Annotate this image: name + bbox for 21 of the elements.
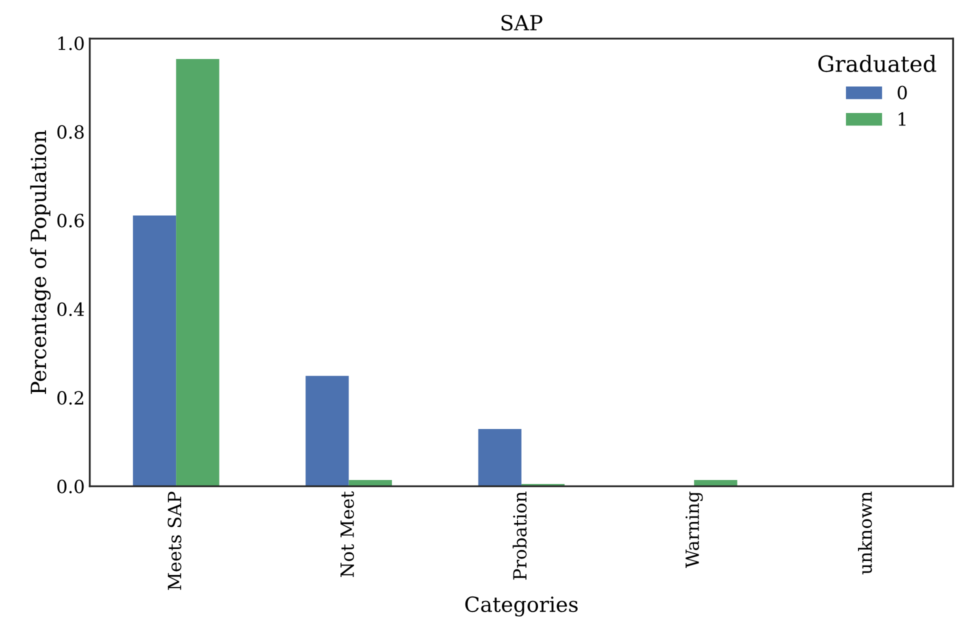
legend-title: Graduated	[818, 54, 936, 72]
bar	[306, 376, 349, 486]
x-tick-label: Meets SAP	[168, 492, 182, 590]
legend-label: 1	[898, 112, 906, 126]
y-axis-title: Percentage of Population	[30, 130, 51, 394]
bar	[176, 59, 220, 486]
y-tick-label: 0.2	[57, 391, 84, 405]
y-tick-label: 0.8	[57, 125, 84, 139]
chart-title: SAP	[502, 14, 542, 31]
y-tick-label: 0.6	[57, 214, 84, 228]
y-tick-label: 0.4	[57, 302, 84, 316]
x-axis-title: Categories	[465, 596, 578, 616]
bar	[478, 429, 522, 486]
y-tick-label: 1.0	[58, 36, 84, 50]
legend-label: 0	[898, 86, 907, 100]
x-tick-label: Warning	[686, 492, 703, 568]
x-tick-label: Not Meet	[340, 491, 354, 577]
y-tick-label: 0.0	[57, 480, 84, 494]
bar	[132, 215, 176, 486]
x-tick-label: unknown	[858, 492, 872, 574]
x-tick-label: Probation	[512, 492, 527, 580]
